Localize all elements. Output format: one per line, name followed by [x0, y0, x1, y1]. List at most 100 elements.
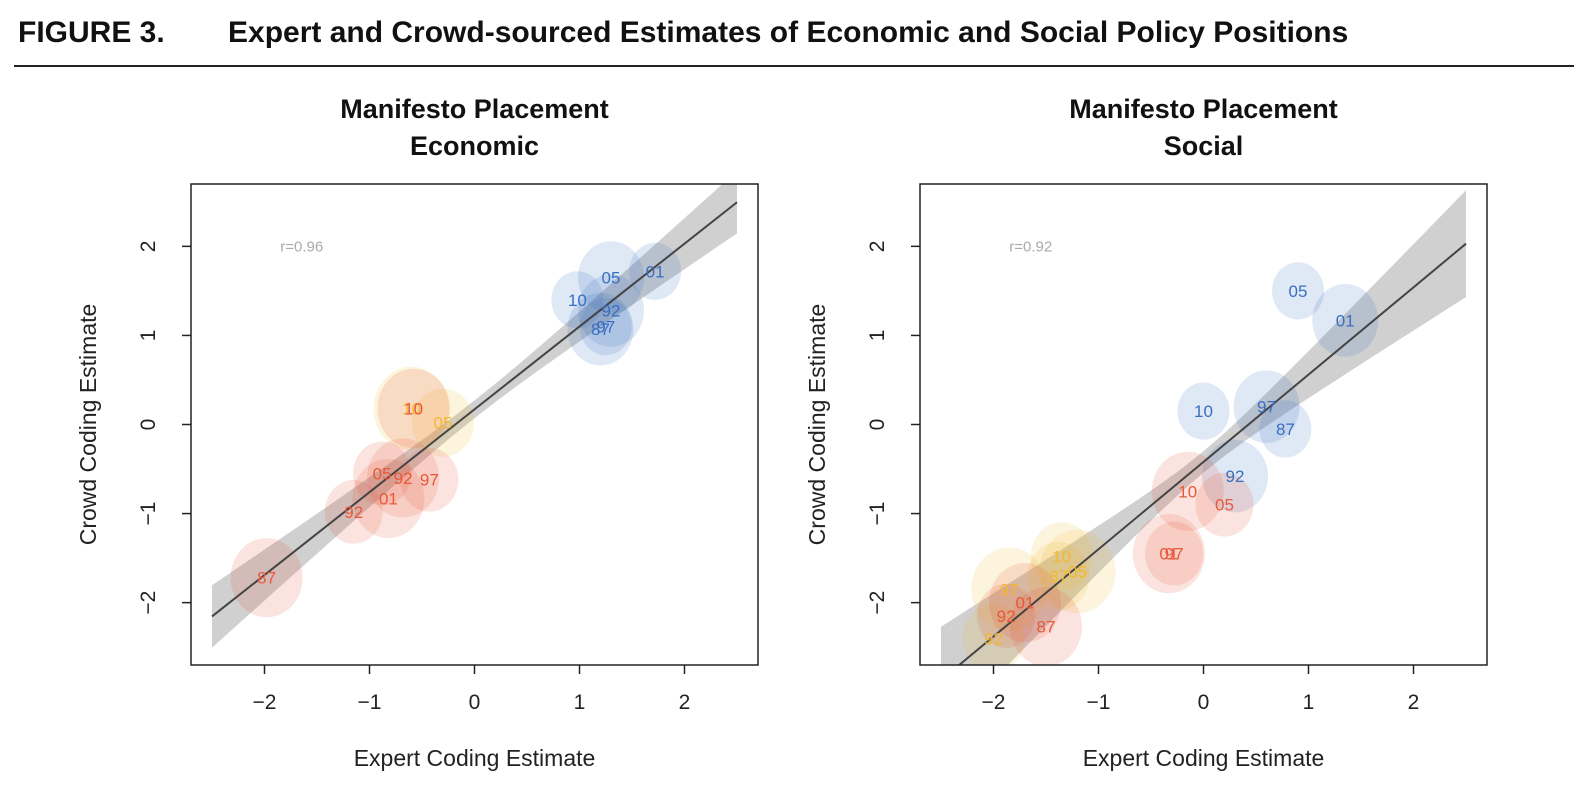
uncertainty-bubble — [578, 241, 644, 314]
chart-title-line: Economic — [410, 131, 539, 161]
header-divider — [14, 65, 1574, 67]
point-label: 97 — [596, 318, 615, 337]
point-label: 10 — [1052, 547, 1071, 566]
chart-title-line: Social — [1164, 131, 1244, 161]
uncertainty-bubble — [989, 563, 1061, 643]
point-label: 10 — [404, 399, 423, 418]
y-tick-label: −2 — [866, 591, 889, 615]
uncertainty-bubble — [977, 584, 1036, 648]
y-tick-label: −2 — [137, 591, 160, 615]
point-label: 87 — [1049, 567, 1068, 586]
uncertainty-bubble — [971, 547, 1048, 632]
point-label: 01 — [1016, 594, 1035, 613]
uncertainty-bubble — [1151, 451, 1224, 531]
point-label: 05 — [434, 414, 453, 433]
uncertainty-bubble — [400, 447, 459, 512]
y-tick-label: 0 — [137, 419, 160, 431]
x-axis-label: Expert Coding Estimate — [354, 745, 596, 771]
point-label: 05 — [373, 464, 392, 483]
uncertainty-bubble — [1145, 521, 1204, 586]
point-label: 92 — [344, 503, 363, 522]
point-label: 92 — [984, 629, 1003, 648]
point-label: 01 — [1336, 311, 1355, 330]
uncertainty-bubble — [1259, 400, 1312, 458]
x-tick-label: −2 — [253, 691, 277, 714]
uncertainty-bubble — [377, 368, 450, 449]
point-label: 10 — [402, 399, 421, 418]
uncertainty-bubble — [367, 438, 440, 518]
x-tick-label: −1 — [358, 691, 382, 714]
uncertainty-bubble — [1030, 522, 1093, 591]
uncertainty-bubble — [1195, 472, 1254, 537]
point-label: 97 — [420, 471, 439, 490]
chart-title-line: Manifesto Placement — [1069, 94, 1338, 124]
point-label: 05 — [1289, 282, 1308, 301]
uncertainty-bubble — [1272, 262, 1324, 320]
uncertainty-bubble — [1233, 370, 1300, 443]
x-tick-label: 2 — [1408, 691, 1420, 714]
point-label: 10 — [1178, 482, 1197, 501]
confidence-band — [212, 184, 737, 648]
uncertainty-bubble — [353, 441, 412, 506]
y-tick-label: −1 — [137, 502, 160, 526]
point-label: 01 — [646, 262, 665, 281]
x-tick-label: 0 — [1198, 691, 1210, 714]
y-axis-label: Crowd Coding Estimate — [75, 304, 101, 546]
x-tick-label: 1 — [1303, 691, 1315, 714]
uncertainty-bubble — [579, 297, 632, 356]
correlation-annotation: r=0.96 — [280, 238, 323, 255]
point-label: 92 — [997, 607, 1016, 626]
point-label: 01 — [1159, 545, 1178, 564]
point-label: 10 — [1194, 402, 1213, 421]
uncertainty-bubble — [578, 274, 644, 347]
y-axis-label: Crowd Coding Estimate — [804, 304, 830, 546]
y-tick-label: 2 — [137, 241, 160, 253]
correlation-annotation: r=0.92 — [1009, 238, 1052, 255]
uncertainty-bubble — [1132, 514, 1205, 594]
x-axis-label: Expert Coding Estimate — [1083, 745, 1325, 771]
y-tick-label: 2 — [866, 241, 889, 253]
point-label: 10 — [568, 291, 587, 310]
uncertainty-bubble — [1202, 439, 1268, 513]
regression-line — [957, 242, 1467, 665]
uncertainty-bubble — [373, 366, 450, 451]
figure-header: FIGURE 3. Expert and Crowd-sourced Estim… — [14, 14, 1574, 54]
point-label: 92 — [1226, 467, 1245, 486]
x-tick-label: 1 — [574, 691, 586, 714]
x-tick-label: 2 — [679, 691, 691, 714]
y-tick-label: 1 — [137, 330, 160, 342]
point-label: 87 — [591, 320, 610, 339]
point-label: 87 — [257, 569, 276, 588]
uncertainty-bubble — [352, 458, 425, 539]
x-tick-label: −2 — [982, 691, 1006, 714]
figure-title: Expert and Crowd-sourced Estimates of Ec… — [228, 16, 1349, 49]
uncertainty-bubble — [1177, 382, 1230, 440]
point-label: 05 — [602, 269, 621, 288]
confidence-band — [941, 190, 1466, 665]
point-label: 87 — [1276, 420, 1295, 439]
figure-label: FIGURE 3. — [18, 16, 165, 49]
point-label: 01 — [379, 489, 398, 508]
uncertainty-bubble — [551, 271, 604, 329]
uncertainty-bubble — [1027, 541, 1090, 611]
uncertainty-bubble — [1312, 283, 1379, 357]
regression-line — [211, 201, 738, 618]
y-tick-label: 0 — [866, 419, 889, 431]
point-label: 97 — [1257, 398, 1276, 417]
uncertainty-bubble — [324, 479, 383, 544]
point-label: 92 — [602, 301, 621, 320]
point-label: 05 — [1215, 496, 1234, 515]
point-label: 92 — [394, 469, 413, 488]
y-tick-label: −1 — [866, 502, 889, 526]
y-tick-label: 1 — [866, 330, 889, 342]
point-label: 87 — [1037, 618, 1056, 637]
x-tick-label: 0 — [469, 691, 481, 714]
chart-title-line: Manifesto Placement — [340, 94, 609, 124]
point-label: 97 — [1000, 580, 1019, 599]
point-label: 97 — [1165, 545, 1184, 564]
